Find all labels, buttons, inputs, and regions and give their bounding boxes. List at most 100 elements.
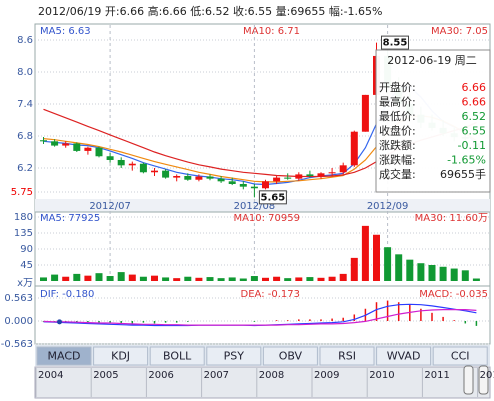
timeline-year: 2008 bbox=[259, 370, 284, 381]
candle-body bbox=[173, 175, 181, 178]
volume-bar bbox=[428, 264, 436, 281]
volume-bar bbox=[295, 277, 303, 281]
volume-bar bbox=[273, 276, 281, 281]
volume-bar bbox=[450, 268, 458, 281]
header-text: 2012/06/19 开:6.66 高:6.66 低:6.52 收:6.55 量… bbox=[38, 4, 383, 18]
tab-label: OBV bbox=[279, 350, 303, 363]
tab-label: MACD bbox=[48, 350, 81, 363]
y-tick-label: 0.000 bbox=[4, 316, 33, 327]
tab[interactable] bbox=[432, 346, 488, 366]
candle-body bbox=[273, 177, 281, 182]
y-tick-label: 6.8 bbox=[17, 131, 33, 142]
y-tick-label: 5.75 bbox=[11, 187, 33, 198]
tab-label: CCI bbox=[451, 350, 470, 363]
y-tick-label: 6.2 bbox=[17, 163, 33, 174]
y-tick-label: 45 bbox=[20, 260, 33, 271]
tab-label: RSI bbox=[338, 350, 356, 363]
volume-bar bbox=[228, 277, 236, 281]
tab[interactable] bbox=[206, 346, 262, 366]
timeline-year: 2005 bbox=[93, 370, 118, 381]
tab-label: WVAD bbox=[387, 350, 421, 363]
volume-bar bbox=[73, 273, 81, 281]
volume-bar bbox=[406, 259, 414, 281]
candle-body bbox=[217, 178, 225, 182]
tooltip-label: 最高价: bbox=[379, 95, 416, 109]
volume-bar bbox=[239, 278, 247, 281]
volume-bar bbox=[361, 225, 369, 281]
candle-body bbox=[73, 143, 81, 151]
y-tick-label: 180 bbox=[14, 212, 33, 223]
tab[interactable] bbox=[93, 346, 149, 366]
volume-bar bbox=[95, 273, 103, 281]
volume-bar bbox=[250, 276, 258, 281]
tooltip-label: 成交量: bbox=[379, 167, 416, 181]
volume-bar bbox=[62, 276, 70, 281]
candle-body bbox=[195, 176, 203, 180]
tooltip-value: 6.66 bbox=[462, 81, 487, 94]
timeline-year: 2009 bbox=[314, 370, 339, 381]
candle-body bbox=[84, 147, 92, 151]
timeline-year: 2007 bbox=[204, 370, 229, 381]
tab[interactable] bbox=[262, 346, 318, 366]
candle-body bbox=[128, 163, 136, 166]
candle-body bbox=[284, 177, 292, 179]
volume-bar bbox=[84, 275, 92, 281]
scroll-handle[interactable] bbox=[478, 365, 489, 395]
candle-body bbox=[51, 141, 59, 146]
volume-bar bbox=[262, 277, 269, 281]
y-tick-label: -0.563 bbox=[1, 339, 33, 350]
timeline-year: 2004 bbox=[38, 370, 63, 381]
y-tick-label: 8.0 bbox=[17, 67, 33, 78]
y-tick-label: 135 bbox=[14, 228, 33, 239]
tooltip-label: 收盘价: bbox=[379, 124, 416, 138]
volume-bar bbox=[206, 277, 214, 281]
timeline-year: 2011 bbox=[424, 370, 449, 381]
volume-bar bbox=[461, 270, 469, 281]
candle-body bbox=[184, 175, 192, 180]
scroll-handle[interactable] bbox=[463, 365, 474, 395]
tab[interactable] bbox=[36, 346, 92, 366]
extreme-label: 5.65 bbox=[261, 192, 286, 203]
volume-bar bbox=[306, 277, 314, 281]
tab[interactable] bbox=[376, 346, 432, 366]
line bbox=[43, 309, 477, 326]
tooltip-value: 6.52 bbox=[462, 110, 487, 123]
candle-body bbox=[317, 173, 325, 176]
tooltip-box bbox=[375, 49, 491, 193]
candle-body bbox=[328, 172, 336, 174]
volume-bar bbox=[139, 276, 147, 281]
volume-bar bbox=[317, 277, 325, 281]
tooltip-value: -1.65% bbox=[447, 154, 486, 167]
tab[interactable] bbox=[149, 346, 205, 366]
candle-body bbox=[117, 159, 125, 166]
x-tick-label: 2012/07 bbox=[89, 201, 131, 212]
legend-label: MA10: 6.71 bbox=[243, 26, 300, 37]
volume-bar bbox=[339, 273, 347, 281]
candle-body bbox=[228, 181, 236, 184]
tab[interactable] bbox=[319, 346, 375, 366]
marker-dot bbox=[57, 319, 62, 325]
y-tick-label: 0.563 bbox=[4, 293, 33, 304]
tab-label: PSY bbox=[224, 350, 245, 363]
tooltip-label: 开盘价: bbox=[379, 80, 416, 94]
candle-body bbox=[262, 181, 269, 189]
extreme-label: 8.55 bbox=[383, 38, 408, 49]
volume-bar bbox=[162, 277, 170, 281]
candle-body bbox=[95, 147, 103, 157]
tooltip-value: -0.11 bbox=[458, 139, 486, 152]
y-tick-label: 90 bbox=[20, 244, 33, 255]
tooltip-label: 涨跌幅: bbox=[379, 153, 416, 167]
volume-bar bbox=[195, 277, 203, 281]
volume-bar bbox=[384, 247, 392, 281]
tooltip-date: 2012-06-19 周二 bbox=[387, 54, 476, 67]
timeline-bar bbox=[34, 366, 491, 399]
tooltip-value: 6.55 bbox=[462, 125, 487, 138]
candle-body bbox=[139, 163, 147, 173]
tab-label: BOLL bbox=[163, 350, 192, 363]
volume-bar bbox=[472, 278, 480, 281]
candle-body bbox=[295, 174, 303, 179]
candle-body bbox=[40, 140, 47, 142]
legend-label: MA10: 70959 bbox=[233, 213, 300, 224]
timeline-year: 2006 bbox=[148, 370, 173, 381]
